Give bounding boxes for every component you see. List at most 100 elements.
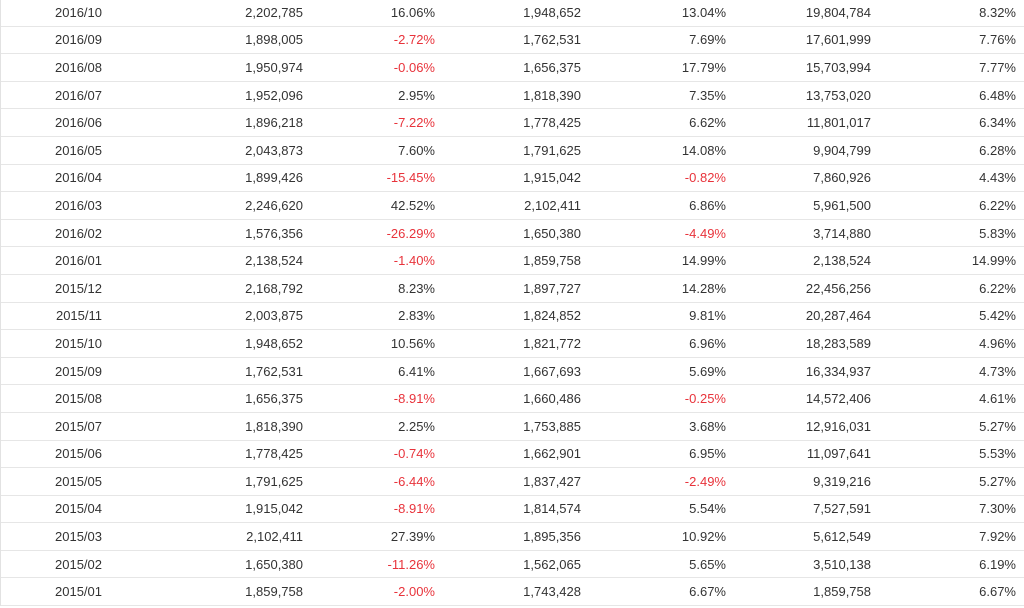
period-cell: 2015/01 xyxy=(55,584,102,600)
change-1-cell: 16.06% xyxy=(390,4,435,20)
table-row: 2015/08 1,656,375 -8.91% 1,660,486 -0.25% 14,… xyxy=(1,385,1024,413)
value-3-cell: 9,319,216 xyxy=(813,473,871,489)
change-1-cell: -2.72% xyxy=(393,32,435,48)
change-3-cell: 4.43% xyxy=(979,170,1016,186)
change-2-cell: 14.08% xyxy=(681,142,726,158)
value-3-cell: 3,510,138 xyxy=(813,556,871,572)
change-3-cell: 6.28% xyxy=(979,142,1016,158)
table-row: 2016/10 2,202,785 16.06% 1,948,652 13.04% 19,… xyxy=(1,0,1024,27)
change-3-cell: 5.42% xyxy=(979,308,1016,324)
value-2-cell: 1,915,042 xyxy=(523,170,581,186)
change-2-cell: 5.65% xyxy=(689,556,726,572)
table-row: 2015/02 1,650,380 -11.26% 1,562,065 5.65% 3,5… xyxy=(1,550,1024,579)
period-cell: 2015/04 xyxy=(55,501,102,517)
table-row: 2015/07 1,818,390 2.25% 1,753,885 3.68% 12,91… xyxy=(1,412,1024,441)
value-3-cell: 11,097,641 xyxy=(806,446,871,462)
change-1-cell: -11.26% xyxy=(387,556,435,572)
value-1-cell: 1,896,218 xyxy=(245,115,303,131)
value-3-cell: 9,904,799 xyxy=(813,142,871,158)
table-row: 2015/03 2,102,411 27.39% 1,895,356 10.92% 5,6… xyxy=(1,523,1024,551)
value-1-cell: 1,948,652 xyxy=(245,335,303,351)
change-2-cell: 7.35% xyxy=(689,87,726,103)
value-2-cell: 1,818,390 xyxy=(523,87,581,103)
change-1-cell: 2.95% xyxy=(398,87,435,103)
change-3-cell: 6.22% xyxy=(979,197,1016,213)
value-1-cell: 1,650,380 xyxy=(245,556,303,572)
change-3-cell: 5.27% xyxy=(979,418,1016,434)
table-row: 2015/11 2,003,875 2.83% 1,824,852 9.81% 20,28… xyxy=(1,302,1024,331)
table-row: 2016/01 2,138,524 -1.40% 1,859,758 14.99% 2,1… xyxy=(1,247,1024,275)
value-3-cell: 12,916,031 xyxy=(805,418,871,434)
change-2-cell: 10.92% xyxy=(681,529,726,545)
change-1-cell: 8.23% xyxy=(398,280,435,296)
change-3-cell: 14.99% xyxy=(971,253,1016,269)
change-1-cell: 2.83% xyxy=(398,308,435,324)
change-3-cell: 6.34% xyxy=(979,115,1016,131)
change-2-cell: 6.62% xyxy=(689,115,726,131)
value-2-cell: 1,837,427 xyxy=(523,473,581,489)
value-2-cell: 1,667,693 xyxy=(523,363,581,379)
change-2-cell: 14.28% xyxy=(681,280,726,296)
table-row: 2015/09 1,762,531 6.41% 1,667,693 5.69% 16,33… xyxy=(1,357,1024,386)
period-cell: 2016/05 xyxy=(55,142,102,158)
value-2-cell: 1,753,885 xyxy=(523,418,581,434)
period-cell: 2015/10 xyxy=(55,335,102,351)
value-2-cell: 1,762,531 xyxy=(523,32,581,48)
value-3-cell: 5,961,500 xyxy=(813,197,871,213)
value-2-cell: 1,859,758 xyxy=(523,253,581,269)
table-row: 2016/04 1,899,426 -15.45% 1,915,042 -0.82% 7,… xyxy=(1,164,1024,193)
value-1-cell: 1,762,531 xyxy=(245,363,303,379)
value-2-cell: 1,895,356 xyxy=(523,529,581,545)
table-row: 2016/08 1,950,974 -0.06% 1,656,375 17.79% 15,… xyxy=(1,54,1024,82)
value-1-cell: 1,576,356 xyxy=(245,225,303,241)
value-3-cell: 19,804,784 xyxy=(805,4,871,20)
table-row: 2016/09 1,898,005 -2.72% 1,762,531 7.69% 17,6… xyxy=(1,26,1024,55)
table-row: 2015/12 2,168,792 8.23% 1,897,727 14.28% 22,4… xyxy=(1,274,1024,303)
change-1-cell: -8.91% xyxy=(393,391,435,407)
change-1-cell: 10.56% xyxy=(390,335,435,351)
period-cell: 2016/02 xyxy=(55,225,102,241)
period-cell: 2015/06 xyxy=(55,446,102,462)
table-row: 2016/07 1,952,096 2.95% 1,818,390 7.35% 13,75… xyxy=(1,81,1024,110)
value-2-cell: 1,562,065 xyxy=(523,556,581,572)
value-1-cell: 2,246,620 xyxy=(245,197,303,213)
value-1-cell: 1,898,005 xyxy=(245,32,303,48)
period-cell: 2015/09 xyxy=(55,363,102,379)
table-row: 2016/06 1,896,218 -7.22% 1,778,425 6.62% 11,8… xyxy=(1,109,1024,137)
change-2-cell: 5.54% xyxy=(689,501,726,517)
table-row: 2016/05 2,043,873 7.60% 1,791,625 14.08% 9,90… xyxy=(1,136,1024,165)
change-2-cell: 9.81% xyxy=(689,308,726,324)
value-3-cell: 7,527,591 xyxy=(813,501,871,517)
value-3-cell: 20,287,464 xyxy=(805,308,871,324)
change-3-cell: 6.22% xyxy=(979,280,1016,296)
value-2-cell: 1,660,486 xyxy=(523,391,581,407)
period-cell: 2016/06 xyxy=(55,115,102,131)
value-2-cell: 1,897,727 xyxy=(523,280,581,296)
change-1-cell: -1.40% xyxy=(393,253,435,269)
change-3-cell: 5.53% xyxy=(979,446,1016,462)
value-3-cell: 11,801,017 xyxy=(806,115,871,131)
value-3-cell: 22,456,256 xyxy=(805,280,871,296)
value-3-cell: 15,703,994 xyxy=(805,59,871,75)
value-1-cell: 1,778,425 xyxy=(245,446,303,462)
change-2-cell: -0.25% xyxy=(684,391,726,407)
value-2-cell: 1,821,772 xyxy=(523,335,581,351)
change-3-cell: 6.48% xyxy=(979,87,1016,103)
change-2-cell: 7.69% xyxy=(689,32,726,48)
period-cell: 2015/08 xyxy=(55,391,102,407)
change-2-cell: 6.95% xyxy=(689,446,726,462)
value-1-cell: 1,950,974 xyxy=(245,59,303,75)
value-2-cell: 1,814,574 xyxy=(523,501,581,517)
value-1-cell: 2,202,785 xyxy=(245,4,303,20)
value-2-cell: 1,791,625 xyxy=(523,142,581,158)
change-2-cell: -4.49% xyxy=(684,225,726,241)
change-2-cell: 3.68% xyxy=(689,418,726,434)
change-2-cell: 17.79% xyxy=(681,59,726,75)
change-1-cell: -2.00% xyxy=(393,584,435,600)
value-2-cell: 1,778,425 xyxy=(523,115,581,131)
change-1-cell: 2.25% xyxy=(398,418,435,434)
value-1-cell: 2,003,875 xyxy=(245,308,303,324)
value-2-cell: 1,656,375 xyxy=(523,59,581,75)
change-1-cell: -15.45% xyxy=(386,170,435,186)
